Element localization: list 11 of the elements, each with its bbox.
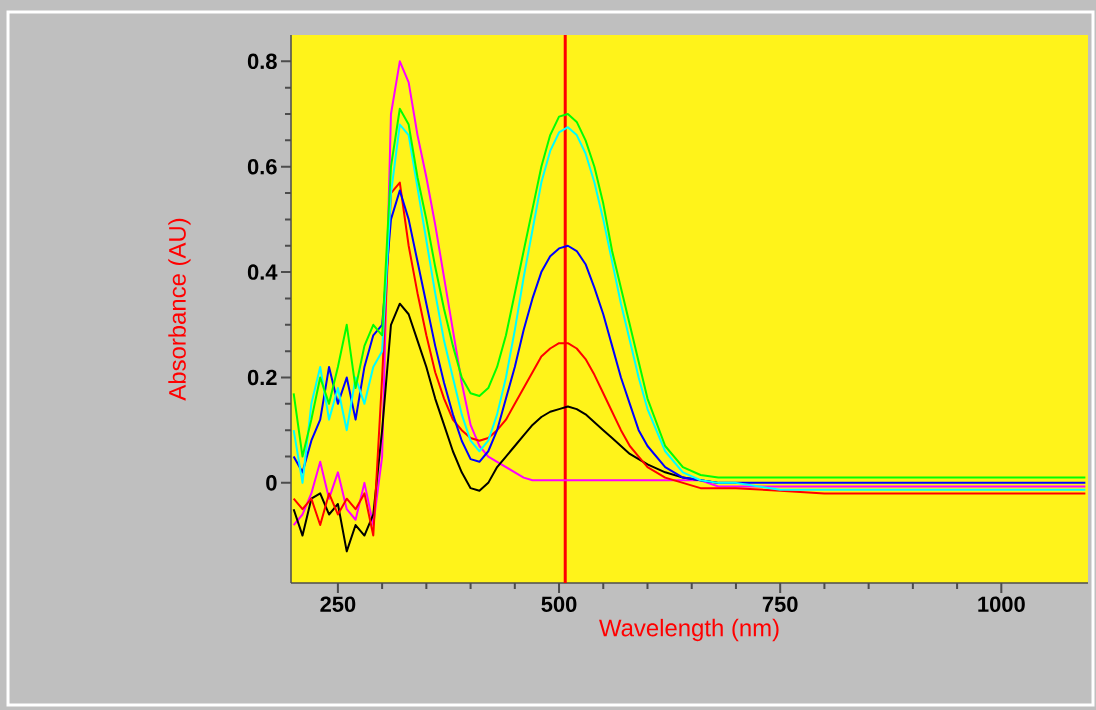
- x-tick-label: 750: [762, 596, 798, 613]
- x-tick-label: 1000: [978, 596, 1025, 613]
- y-tick-label: 0: [266, 475, 277, 491]
- x-axis-title: Wavelength (nm): [599, 618, 779, 642]
- y-tick-label: 0.6: [247, 158, 277, 175]
- y-tick-label: 0.8: [247, 53, 277, 70]
- x-tick-label: 250: [320, 596, 356, 613]
- y-axis-title: Absorbance (AU): [168, 218, 191, 401]
- y-tick-label: 0.4: [247, 264, 278, 280]
- x-tick-label: 500: [541, 596, 577, 613]
- y-tick-label: 0.2: [247, 369, 277, 386]
